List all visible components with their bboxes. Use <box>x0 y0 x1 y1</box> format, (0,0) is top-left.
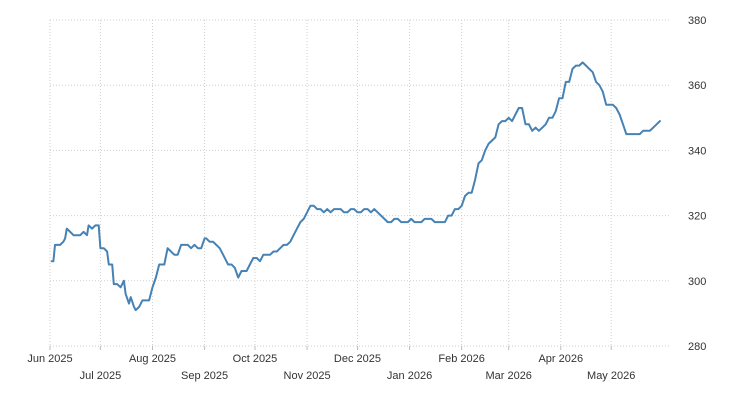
axes: 280 300 320 340 360 380 Jun 2025 Jul 2025 Aug 20… <box>27 15 706 382</box>
x-tick-label: Jun 2025 <box>27 353 72 365</box>
y-tick-label: 320 <box>688 211 706 223</box>
x-tick-label: Dec 2025 <box>334 353 381 365</box>
x-tick-label: Jul 2025 <box>80 370 122 382</box>
x-tick-label: Aug 2025 <box>129 353 176 365</box>
x-tick-label: Mar 2026 <box>485 370 531 382</box>
x-tick-label: Jan 2026 <box>387 370 432 382</box>
x-tick-label: Apr 2026 <box>538 353 583 365</box>
series-layer <box>50 61 661 312</box>
y-tick-label: 280 <box>688 341 706 353</box>
series-line <box>50 61 661 312</box>
y-tick-label: 360 <box>688 80 706 92</box>
y-tick-label: 340 <box>688 145 706 157</box>
grid <box>49 19 670 347</box>
x-tick-label: Nov 2025 <box>284 370 331 382</box>
x-tick-label: Sep 2025 <box>181 370 228 382</box>
x-tick-label: May 2026 <box>587 370 635 382</box>
y-tick-label: 300 <box>688 276 706 288</box>
series-points <box>51 62 660 311</box>
x-tick-label: Feb 2026 <box>438 353 484 365</box>
x-tick-label: Oct 2025 <box>233 353 278 365</box>
y-tick-label: 380 <box>688 15 706 27</box>
